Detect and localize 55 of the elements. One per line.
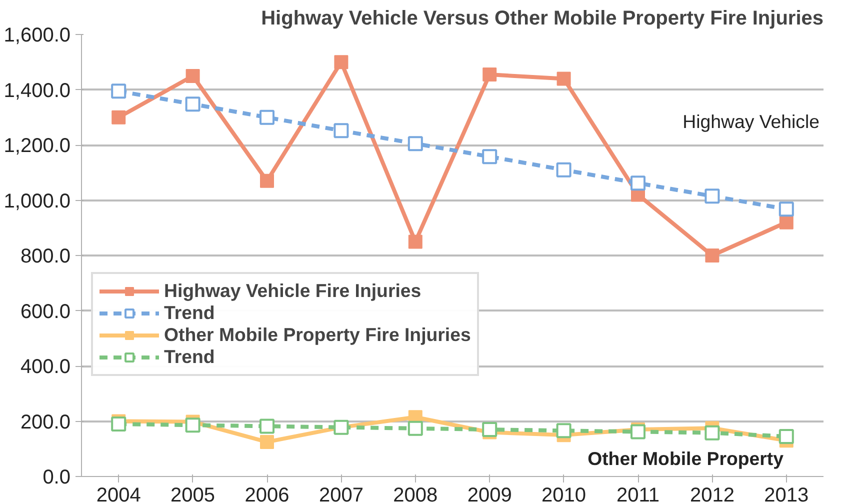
point xyxy=(704,425,720,440)
point xyxy=(482,68,497,82)
point xyxy=(779,215,794,230)
point xyxy=(408,234,422,249)
point xyxy=(260,434,274,449)
point xyxy=(556,72,571,86)
y-tick-label: 1,600.0 xyxy=(4,24,71,46)
point xyxy=(705,248,720,262)
point xyxy=(111,84,126,99)
y-tick-label: 0.0 xyxy=(42,466,71,488)
y-tick-label: 1,200.0 xyxy=(4,135,71,157)
point xyxy=(482,149,498,164)
x-tick-label: 2004 xyxy=(96,484,141,504)
point xyxy=(334,55,348,70)
y-tick-label: 1,000.0 xyxy=(4,190,71,212)
x-tick-label: 2006 xyxy=(244,484,290,504)
x-tick-label: 2013 xyxy=(764,484,809,504)
y-tick-label: 1,400.0 xyxy=(4,80,71,102)
point xyxy=(556,423,572,438)
point xyxy=(482,422,498,438)
legend-label: Other Mobile Property Fire Injuries xyxy=(164,324,471,346)
point xyxy=(111,416,126,432)
point xyxy=(260,174,274,188)
x-tick-label: 2009 xyxy=(467,484,512,504)
y-tick-label: 400.0 xyxy=(20,356,71,378)
x-tick-label: 2008 xyxy=(393,484,438,504)
point xyxy=(186,68,200,83)
point xyxy=(112,110,126,124)
point xyxy=(704,188,720,204)
point xyxy=(334,123,349,138)
point xyxy=(408,420,423,436)
legend-label: Trend xyxy=(164,346,215,368)
point xyxy=(408,136,423,152)
y-tick-label: 800.0 xyxy=(20,246,71,268)
x-tick-label: 2007 xyxy=(318,484,364,504)
chart-title: Highway Vehicle Versus Other Mobile Property Fire Injuries xyxy=(261,8,824,30)
x-tick-label: 2012 xyxy=(690,484,734,504)
legend-label: Trend xyxy=(164,302,215,324)
point xyxy=(260,418,274,434)
legend-label: Highway Vehicle Fire Injuries xyxy=(164,280,422,302)
x-tick-label: 2010 xyxy=(542,484,586,504)
x-tick-label: 2005 xyxy=(170,484,216,504)
y-tick-label: 200.0 xyxy=(20,411,71,434)
annotation: Highway Vehicle xyxy=(682,111,820,132)
y-tick-label: 600.0 xyxy=(20,300,71,323)
point xyxy=(260,110,274,125)
x-tick-label: 2011 xyxy=(616,484,660,504)
point xyxy=(185,418,200,433)
point xyxy=(778,428,794,444)
point xyxy=(630,424,646,440)
point xyxy=(556,162,572,178)
point xyxy=(778,202,794,217)
point xyxy=(630,176,646,191)
point xyxy=(185,96,200,112)
annotation: Other Mobile Property xyxy=(588,448,784,469)
